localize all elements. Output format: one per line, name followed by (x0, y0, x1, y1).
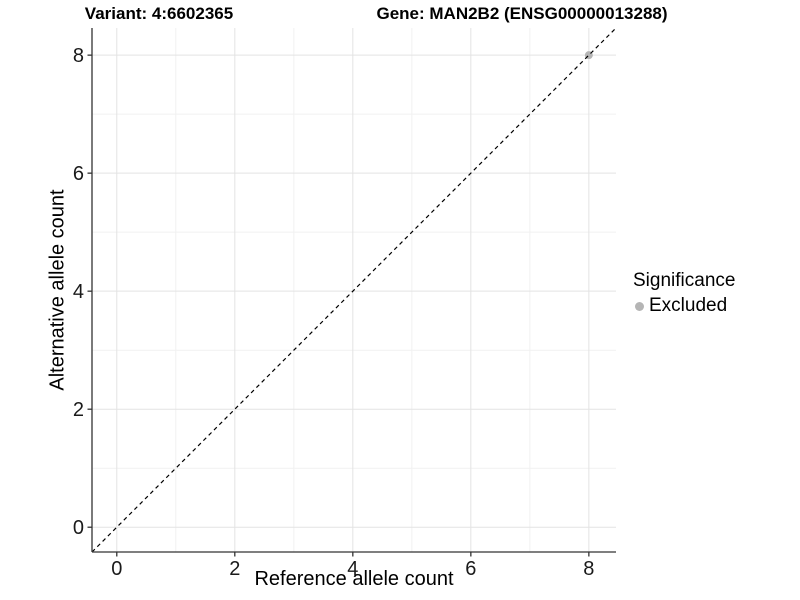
y-tick-label: 2 (73, 399, 84, 421)
x-tick-label: 2 (229, 558, 240, 580)
x-tick-label: 6 (465, 558, 476, 580)
x-tick-label: 8 (583, 558, 594, 580)
legend-entry-label: Excluded (649, 295, 728, 316)
x-tick-label: 0 (111, 558, 122, 580)
x-tick-label: 4 (347, 558, 358, 580)
y-tick-label: 0 (73, 517, 84, 539)
gene-title: Gene: MAN2B2 (ENSG00000013288) (376, 4, 668, 23)
x-axis-title: Reference allele count (254, 568, 454, 590)
y-tick-label: 4 (73, 281, 84, 303)
legend: Significance Excluded (633, 270, 735, 317)
y-tick-label: 8 (73, 45, 84, 67)
y-tick-label: 6 (73, 163, 84, 185)
variant-title: Variant: 4:6602365 (84, 4, 234, 23)
legend-entry-excluded: Excluded (633, 295, 735, 317)
excluded-point-swatch (635, 301, 644, 311)
identity-line (91, 27, 617, 553)
legend-title: Significance (633, 270, 736, 291)
